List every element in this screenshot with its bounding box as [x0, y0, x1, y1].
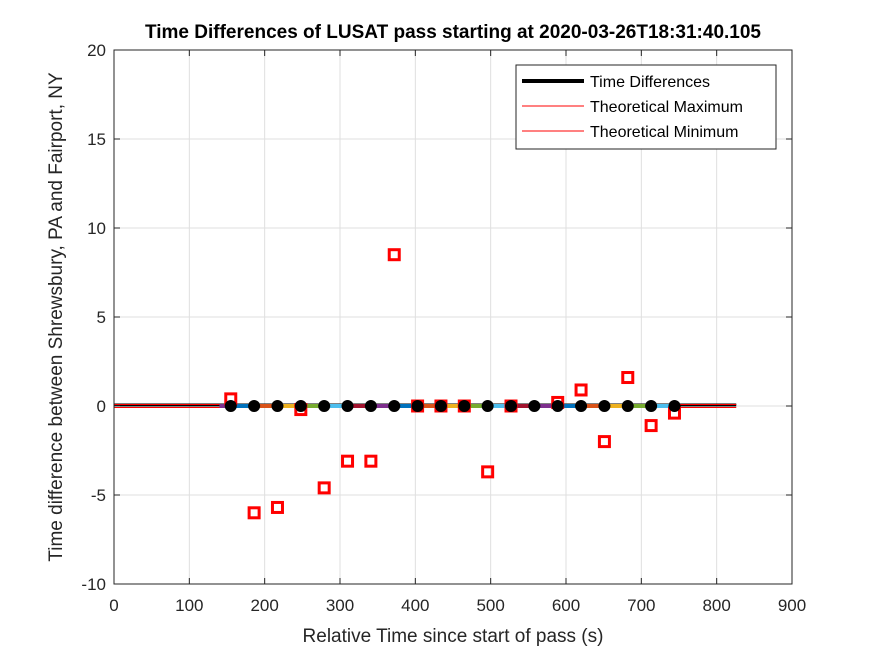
legend-entry: Theoretical Minimum — [590, 124, 738, 141]
time-difference-point — [481, 400, 494, 412]
x-axis-label: Relative Time since start of pass (s) — [303, 626, 604, 647]
y-tick-label: 15 — [87, 130, 106, 149]
square-marker — [387, 248, 401, 262]
time-difference-point — [364, 400, 377, 412]
x-tick-label: 600 — [552, 596, 580, 615]
time-difference-point — [294, 400, 307, 412]
square-marker — [364, 454, 378, 468]
y-tick-label: 20 — [87, 41, 106, 60]
legend: Time Differences Theoretical Maximum Theor… — [515, 64, 777, 150]
time-difference-point — [621, 400, 634, 412]
y-axis-label: Time difference between Shrewsbury, PA a… — [46, 72, 67, 562]
square-marker — [621, 371, 635, 385]
square-marker — [644, 419, 658, 433]
time-difference-point — [528, 400, 541, 412]
time-difference-point — [318, 400, 331, 412]
time-difference-point — [505, 400, 518, 412]
time-difference-point — [434, 400, 447, 412]
y-tick-label: 10 — [87, 219, 106, 238]
square-marker — [597, 435, 611, 449]
square-marker — [270, 500, 284, 514]
time-difference-point — [458, 400, 471, 412]
time-difference-point — [248, 400, 261, 412]
time-difference-point — [551, 400, 564, 412]
square-marker — [481, 465, 495, 479]
x-tick-label: 0 — [109, 596, 118, 615]
y-tick-label: 0 — [97, 397, 106, 416]
legend-entry: Theoretical Maximum — [590, 99, 743, 116]
square-marker — [574, 383, 588, 397]
time-difference-point — [341, 400, 354, 412]
x-tick-label: 800 — [702, 596, 730, 615]
x-tick-label: 500 — [476, 596, 504, 615]
time-difference-point — [411, 400, 424, 412]
time-difference-point — [575, 400, 588, 412]
y-tick-label: 5 — [97, 308, 106, 327]
ticks: 0 100 200 300 400 500 600 700 800 900 -10 -5 0 5 10 15 2… — [81, 41, 806, 615]
x-tick-label: 400 — [401, 596, 429, 615]
time-difference-point — [388, 400, 401, 412]
x-tick-label: 100 — [175, 596, 203, 615]
data-layer — [114, 248, 737, 520]
square-marker — [341, 454, 355, 468]
chart-title: Time Differences of LUSAT pass starting … — [145, 22, 761, 43]
x-tick-label: 900 — [778, 596, 806, 615]
square-marker — [247, 506, 261, 520]
time-difference-point — [668, 400, 681, 412]
time-difference-point — [598, 400, 611, 412]
y-tick-label: -5 — [91, 486, 106, 505]
y-tick-label: -10 — [81, 575, 106, 594]
legend-entry: Time Differences — [590, 74, 710, 91]
time-difference-point — [224, 400, 237, 412]
time-difference-point — [645, 400, 658, 412]
x-tick-label: 700 — [627, 596, 655, 615]
time-difference-point — [271, 400, 284, 412]
x-tick-label: 200 — [250, 596, 278, 615]
x-tick-label: 300 — [326, 596, 354, 615]
square-marker — [317, 481, 331, 495]
